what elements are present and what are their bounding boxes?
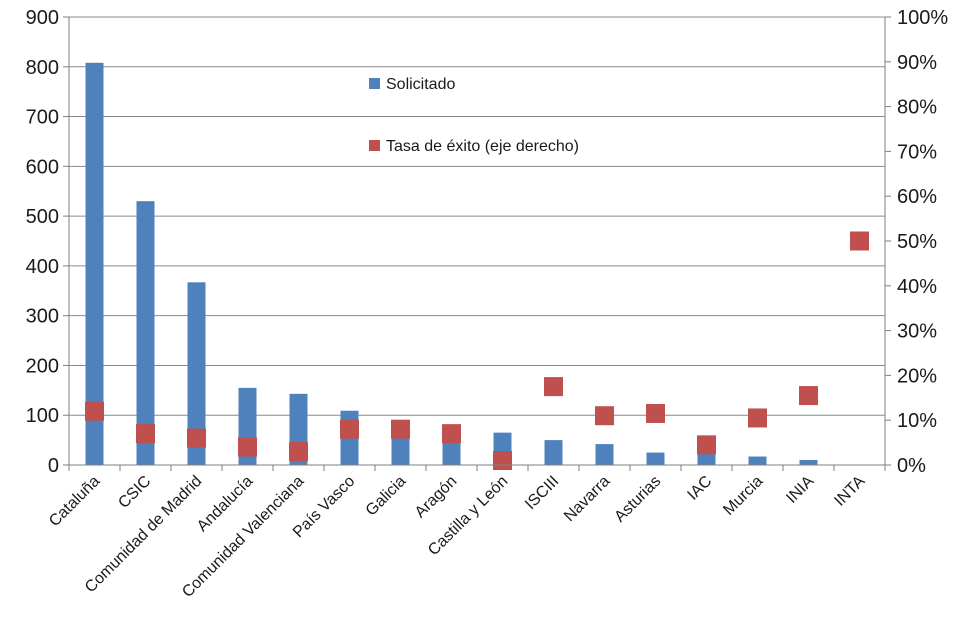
right-tick-label: 70% <box>897 141 937 163</box>
bar <box>85 62 104 465</box>
right-tick-label: 90% <box>897 52 937 74</box>
marker <box>544 377 563 397</box>
legend-label-solicitado: Solicitado <box>386 76 455 93</box>
right-tick-label: 80% <box>897 97 937 119</box>
left-tick-label: 500 <box>26 206 59 228</box>
left-tick-label: 400 <box>26 256 59 278</box>
marker <box>442 424 461 444</box>
right-tick-label: 100% <box>897 7 948 29</box>
right-axis-ticks: 0% 10% 20% 30% 40% 50% 60% 70% 80% 90% 100% <box>885 7 948 477</box>
left-tick-label: 700 <box>26 107 59 129</box>
legend-swatch-tasa-exito <box>369 140 380 151</box>
bar <box>799 460 818 465</box>
marker <box>289 442 308 462</box>
marker <box>340 419 359 439</box>
right-tick-label: 40% <box>897 276 937 298</box>
marker <box>391 419 410 439</box>
legend: Solicitado Tasa de éxito (eje derecho) <box>369 76 579 155</box>
category-label: Galicia <box>363 473 410 520</box>
marker <box>646 403 665 423</box>
marker <box>595 406 614 426</box>
right-tick-label: 30% <box>897 321 937 343</box>
bar <box>595 444 614 465</box>
marker <box>85 401 104 421</box>
marker <box>850 231 869 251</box>
category-label: IAC <box>684 473 715 504</box>
marker <box>136 424 155 444</box>
marker <box>187 428 206 448</box>
bar <box>748 456 767 465</box>
legend-swatch-solicitado <box>369 78 380 89</box>
category-label: Murcia <box>720 473 766 519</box>
left-tick-label: 900 <box>26 7 59 29</box>
marker <box>493 451 512 471</box>
category-label: Aragón <box>412 473 461 522</box>
left-tick-label: 100 <box>26 405 59 427</box>
category-label: Navarra <box>561 473 613 525</box>
category-label: Cataluña <box>46 473 103 530</box>
right-tick-label: 60% <box>897 186 937 208</box>
marker <box>799 386 818 406</box>
category-label: ISCIII <box>522 473 562 513</box>
left-tick-label: 800 <box>26 57 59 79</box>
marker <box>697 435 716 455</box>
bar-series-solicitado <box>85 62 818 465</box>
bar <box>646 452 665 465</box>
marker <box>238 437 257 457</box>
left-tick-label: 300 <box>26 306 59 328</box>
bar <box>187 282 206 465</box>
bar <box>544 440 563 465</box>
left-tick-label: 600 <box>26 156 59 178</box>
bar <box>697 452 716 465</box>
category-label: INTA <box>831 473 868 510</box>
left-tick-label: 0 <box>48 455 59 477</box>
category-label: Asturias <box>611 473 664 526</box>
right-tick-label: 10% <box>897 410 937 432</box>
right-tick-label: 50% <box>897 231 937 253</box>
category-label: CSIC <box>115 473 154 512</box>
legend-label-tasa-exito: Tasa de éxito (eje derecho) <box>386 138 579 155</box>
right-tick-label: 20% <box>897 365 937 387</box>
marker <box>748 408 767 428</box>
category-label: INIA <box>783 473 817 507</box>
bar <box>136 201 155 465</box>
left-tick-label: 200 <box>26 355 59 377</box>
left-axis-ticks: 0 100 200 300 400 500 600 700 800 900 <box>26 7 69 477</box>
right-tick-label: 0% <box>897 455 926 477</box>
